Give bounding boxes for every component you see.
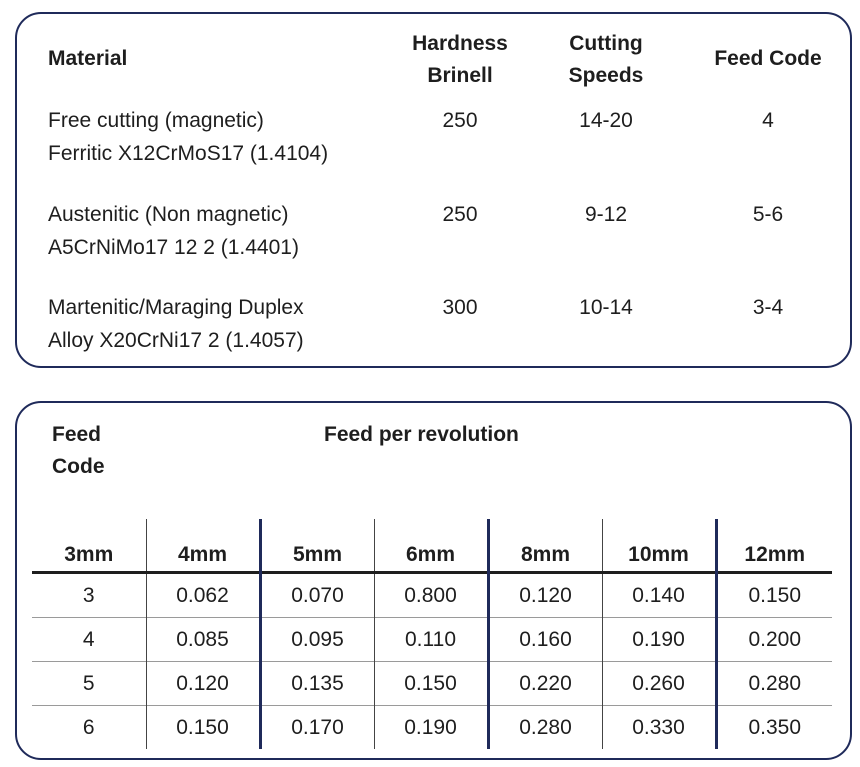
material-line1: Free cutting (magnetic) xyxy=(48,109,264,132)
feed-code-value: 5-6 xyxy=(752,203,784,226)
speed-value: 9-12 xyxy=(584,203,628,226)
table-cell: 0.095 xyxy=(258,617,374,662)
header-speeds-line2: Speeds xyxy=(568,64,644,87)
table-cell: 0.280 xyxy=(714,661,832,706)
speed-value: 10-14 xyxy=(579,296,633,319)
table-row: 4 0.085 0.095 0.110 0.160 0.190 0.200 xyxy=(32,617,832,662)
column-header: 3mm xyxy=(64,543,114,566)
material-table-panel: Material Hardness Brinell Cutting Speeds… xyxy=(15,12,852,368)
table-cell: 0.062 xyxy=(145,571,260,618)
table-cell: 0.150 xyxy=(714,571,832,618)
feed-code-value: 3-4 xyxy=(752,296,784,319)
material-line2: Ferritic X12CrMoS17 (1.4104) xyxy=(48,142,329,165)
table-cell: 0.140 xyxy=(601,571,716,618)
feed-code-label-line2: Code xyxy=(52,455,105,478)
column-header: 8mm xyxy=(486,519,602,573)
table-cell: 0.150 xyxy=(373,661,488,706)
material-line2: Alloy X20CrNi17 2 (1.4057) xyxy=(48,329,304,352)
column-header: 12mm xyxy=(714,519,832,573)
table-cell: 6 xyxy=(32,705,146,749)
feed-table-panel: Feed Code Feed per revolution 3mm 4mm 5m… xyxy=(15,401,852,760)
header-hardness: Hardness Brinell xyxy=(397,28,523,92)
table-cell: 4 xyxy=(32,617,146,662)
material-line1: Martenitic/Maraging Duplex xyxy=(48,296,304,319)
material-name: Martenitic/Maraging Duplex Alloy X20CrNi… xyxy=(48,291,304,357)
table-cell: 0.280 xyxy=(486,705,602,749)
table-cell: 0.070 xyxy=(258,571,374,618)
header-hardness-line2: Brinell xyxy=(427,64,493,87)
table-cell: 0.260 xyxy=(601,661,716,706)
hardness-value: 250 xyxy=(442,203,478,226)
feed-code-value: 4 xyxy=(762,109,774,132)
table-cell: 0.220 xyxy=(486,661,602,706)
table-cell: 0.110 xyxy=(373,617,488,662)
header-material: Material xyxy=(48,47,128,70)
table-cell: 0.120 xyxy=(486,571,602,618)
material-name: Free cutting (magnetic) Ferritic X12CrMo… xyxy=(48,104,328,170)
header-hardness-line1: Hardness xyxy=(412,32,508,55)
table-cell: 0.170 xyxy=(258,705,374,749)
table-row: 6 0.150 0.170 0.190 0.280 0.330 0.350 xyxy=(32,705,832,749)
table-cell: 0.135 xyxy=(258,661,374,706)
table-cell: 0.190 xyxy=(601,617,716,662)
table-cell: 5 xyxy=(32,661,146,706)
feed-table: 3mm 4mm 5mm 6mm 8mm 10mm 12mm 3 0.062 0.… xyxy=(32,519,832,749)
feed-code-label: Feed Code xyxy=(52,419,105,483)
material-line1: Austenitic (Non magnetic) xyxy=(48,203,289,226)
speed-value: 14-20 xyxy=(579,109,633,132)
column-header: 4mm xyxy=(145,519,260,573)
column-header: 10mm xyxy=(601,519,716,573)
header-speeds-line1: Cutting xyxy=(569,32,643,55)
table-cell: 0.350 xyxy=(714,705,832,749)
table-cell: 0.800 xyxy=(373,571,488,618)
table-cell: 0.120 xyxy=(145,661,260,706)
feed-table-header-row: 3mm 4mm 5mm 6mm 8mm 10mm 12mm xyxy=(32,519,832,573)
column-header: 6mm xyxy=(373,519,488,573)
material-name: Austenitic (Non magnetic) A5CrNiMo17 12 … xyxy=(48,198,299,264)
table-row: 3 0.062 0.070 0.800 0.120 0.140 0.150 xyxy=(32,571,832,618)
table-cell: 0.190 xyxy=(373,705,488,749)
material-line2: A5CrNiMo17 12 2 (1.4401) xyxy=(48,236,299,259)
feed-per-revolution-title: Feed per revolution xyxy=(324,423,519,446)
header-feed-code: Feed Code xyxy=(714,47,822,70)
table-cell: 0.160 xyxy=(486,617,602,662)
table-row: 5 0.120 0.135 0.150 0.220 0.260 0.280 xyxy=(32,661,832,706)
hardness-value: 300 xyxy=(442,296,478,319)
table-cell: 0.150 xyxy=(145,705,260,749)
table-cell: 0.330 xyxy=(601,705,716,749)
table-cell: 0.200 xyxy=(714,617,832,662)
table-cell: 3 xyxy=(32,571,146,618)
table-cell: 0.085 xyxy=(145,617,260,662)
feed-code-label-line1: Feed xyxy=(52,423,102,446)
header-cutting-speeds: Cutting Speeds xyxy=(544,28,668,92)
hardness-value: 250 xyxy=(442,109,478,132)
column-header: 5mm xyxy=(258,519,374,573)
